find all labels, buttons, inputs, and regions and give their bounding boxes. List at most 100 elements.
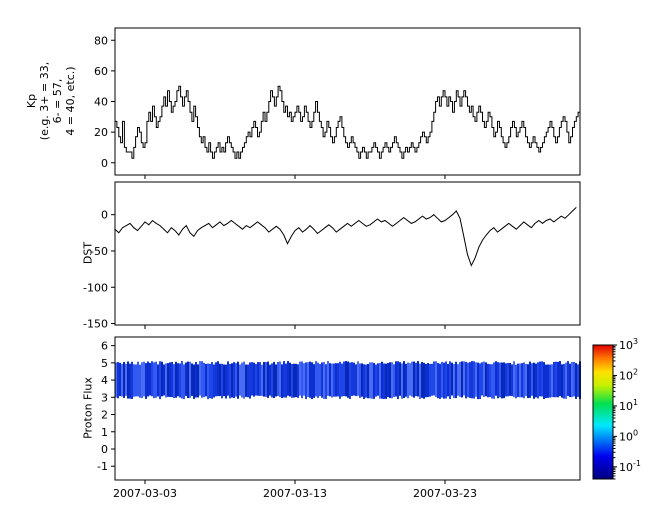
proton-flux-column (287, 361, 289, 396)
proton-flux-column (349, 362, 351, 399)
proton-flux-column (241, 362, 243, 398)
proton-flux-column (397, 361, 399, 399)
proton-flux-column (467, 362, 469, 398)
proton-flux-column (483, 361, 485, 397)
proton-flux-column (409, 363, 411, 396)
proton-flux-column (333, 363, 335, 397)
proton-flux-column (137, 361, 139, 397)
proton-flux-column (527, 364, 529, 399)
proton-flux-column (253, 362, 255, 397)
proton-flux-column (147, 361, 149, 397)
proton-flux-column (117, 362, 119, 399)
proton-flux-column (545, 364, 547, 398)
proton-flux-column (197, 364, 199, 398)
proton-flux-column (301, 361, 303, 399)
proton-flux-column (213, 364, 215, 398)
proton-flux-column (369, 362, 371, 399)
proton-flux-column (219, 363, 221, 397)
colorbar-tick-label: 100 (619, 428, 638, 443)
proton-flux-column (455, 361, 457, 399)
proton-flux-column (495, 361, 497, 396)
proton-flux-column (417, 361, 419, 397)
proton-flux-column (415, 362, 417, 397)
proton-flux-column (431, 363, 433, 396)
proton_flux-ytick-label: 1 (101, 426, 108, 439)
date-tick-label: 2007-03-23 (413, 487, 477, 500)
proton_flux-ytick-label: 0 (101, 443, 108, 456)
proton-flux-column (371, 362, 373, 399)
proton-flux-column (187, 361, 189, 398)
proton-flux-column (171, 361, 173, 398)
proton-flux-column (411, 361, 413, 397)
proton-flux-column (151, 361, 153, 397)
proton-flux-column (345, 361, 347, 397)
proton-flux-column (391, 362, 393, 399)
proton-flux-column (435, 361, 437, 397)
proton-flux-column (327, 361, 329, 396)
proton-flux-column (357, 361, 359, 396)
proton-flux-column (293, 363, 295, 398)
proton-flux-column (419, 363, 421, 399)
proton-flux-column (233, 362, 235, 399)
proton-flux-column (311, 362, 313, 400)
proton-flux-column (243, 361, 245, 399)
proton-flux-column (575, 363, 577, 399)
kp-ytick-label: 40 (94, 96, 108, 109)
proton-flux-column (353, 362, 355, 396)
proton-flux-column (489, 364, 491, 397)
proton-flux-column (119, 362, 121, 396)
proton-flux-column (561, 364, 563, 398)
proton-flux-column (339, 361, 341, 399)
proton-flux-column (525, 364, 527, 396)
proton-flux-column (157, 364, 159, 397)
kp-ytick-label: 60 (94, 65, 108, 78)
proton-flux-column (405, 363, 407, 397)
proton-flux-column (127, 361, 129, 399)
proton-flux-column (565, 362, 567, 399)
proton-flux-column (423, 362, 425, 399)
colorbar-tick-label: 103 (619, 337, 638, 352)
proton-flux-column (307, 362, 309, 397)
proton-flux-column (121, 363, 123, 397)
proton-flux-column (359, 363, 361, 398)
proton-flux-column (553, 362, 555, 398)
proton-flux-column (539, 361, 541, 397)
proton-flux-column (515, 364, 517, 399)
proton-flux-column (541, 361, 543, 397)
proton-flux-column (267, 361, 269, 398)
dst-ytick-label: -150 (83, 318, 108, 331)
proton-flux-column (299, 361, 301, 396)
proton-flux-column (203, 362, 205, 398)
proton-flux-column (555, 361, 557, 398)
proton-flux-column (215, 362, 217, 397)
proton-flux-column (295, 363, 297, 398)
proton-flux-column (367, 364, 369, 399)
proton-flux-column (139, 364, 141, 398)
proton-flux-column (209, 363, 211, 399)
proton-flux-column (199, 361, 201, 396)
proton-flux-column (291, 364, 293, 398)
proton-flux-column (181, 361, 183, 399)
proton-flux-column (459, 361, 461, 397)
proton-flux-column (505, 363, 507, 397)
proton-flux-column (439, 363, 441, 399)
proton-flux-column (309, 361, 311, 398)
proton-flux-column (163, 364, 165, 396)
proton-flux-column (395, 361, 397, 397)
dst-ytick-label: 0 (101, 209, 108, 222)
proton-flux-column (427, 363, 429, 398)
proton-flux-column (559, 361, 561, 397)
proton-flux-column (381, 361, 383, 399)
proton-flux-column (393, 364, 395, 397)
kp-frame (114, 27, 581, 176)
proton-flux-column (447, 364, 449, 397)
proton-flux-column (125, 363, 127, 396)
proton-flux-column (177, 363, 179, 397)
dst-ytick-label: -50 (90, 245, 108, 258)
proton-flux-column (513, 361, 515, 398)
proton-flux-column (191, 363, 193, 396)
colorbar-frame (592, 344, 614, 480)
proton-flux-column (511, 364, 513, 397)
proton-flux-column (363, 364, 365, 399)
